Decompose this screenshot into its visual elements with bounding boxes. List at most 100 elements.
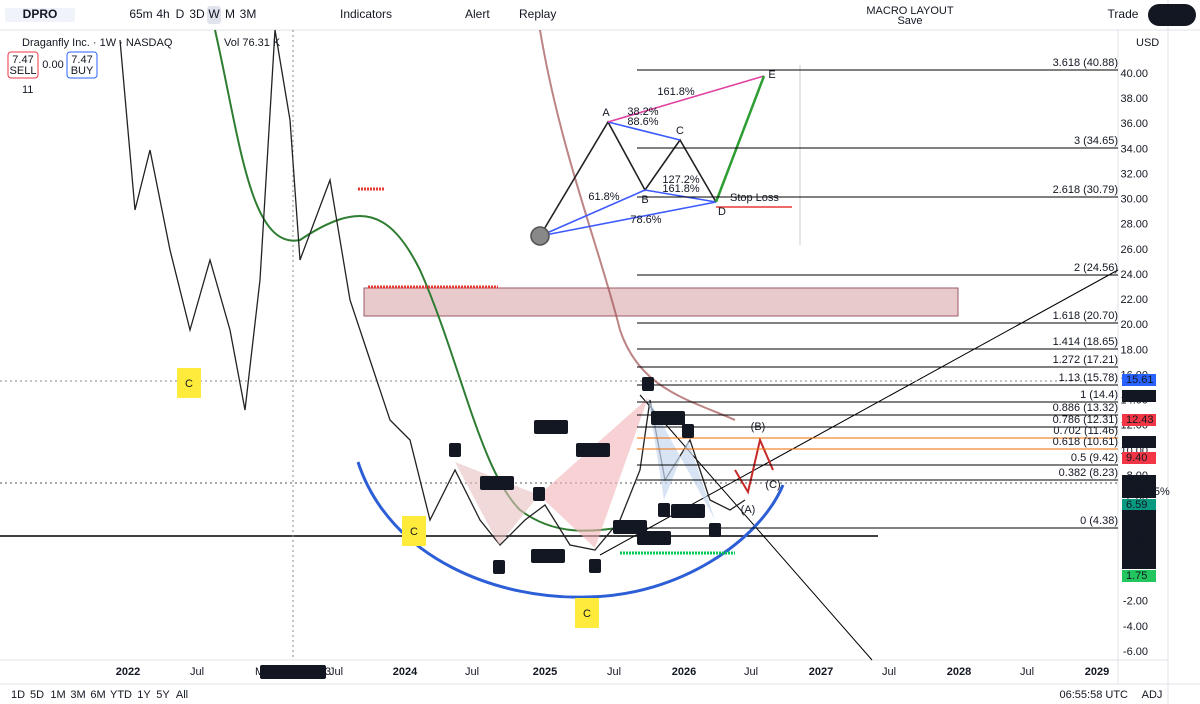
indicators-button[interactable]: Indicators: [340, 7, 392, 21]
indicator-count: 11: [22, 84, 33, 96]
layout-name[interactable]: MACRO LAYOUT: [866, 5, 953, 17]
time-label: 2029: [1085, 666, 1109, 678]
pattern-ratio-label: 0.787: [640, 532, 668, 544]
symbol-search-bg: [5, 8, 75, 22]
fib-label: 0.702 (11.46): [1053, 425, 1118, 437]
time-label: 2027: [809, 666, 833, 678]
sell-label: SELL: [10, 65, 37, 77]
pattern-ratio-label: 0.523: [483, 477, 511, 489]
interval[interactable]: 3D: [189, 7, 205, 21]
price-badge: 15.61: [1126, 374, 1154, 386]
fib-label: 1.272 (17.21): [1053, 354, 1118, 366]
pattern-point-label-bg: [642, 377, 654, 391]
fib-label: 1.618 (20.70): [1053, 310, 1118, 322]
replay-button[interactable]: Replay: [519, 7, 556, 21]
sell-price: 7.47: [12, 54, 33, 66]
price-badge-bg: [1122, 436, 1156, 448]
moving-average: [214, 29, 641, 532]
publish-bg: [1148, 4, 1196, 26]
fib-label: 0.886 (13.32): [1053, 402, 1118, 414]
interval[interactable]: 65m: [129, 7, 152, 21]
pattern-point-label: B: [660, 504, 667, 516]
price-tick-label: 22.00: [1120, 294, 1148, 306]
pattern-point-label-bg: [658, 503, 670, 517]
price-badge-bg: [1122, 414, 1156, 426]
interval[interactable]: M: [225, 7, 235, 21]
pattern-ratio: 127.2%: [662, 174, 700, 186]
range-button[interactable]: 1Y: [137, 689, 151, 701]
fib-label: 0 (4.38): [1080, 515, 1118, 527]
range-button[interactable]: 1M: [50, 689, 65, 701]
interval[interactable]: 3M: [240, 7, 257, 21]
pattern-ratio: 161.8%: [662, 183, 700, 195]
price-tick-label: 18.00: [1120, 344, 1148, 356]
time-label: 2024: [393, 666, 418, 678]
price-tick-label: -4.00: [1123, 621, 1148, 633]
symbol-search[interactable]: DPRO: [23, 7, 58, 21]
price-badge: 6.59: [1126, 499, 1147, 511]
range-button[interactable]: 5Y: [156, 689, 170, 701]
buy-box: [66, 51, 98, 79]
time-label: 2025: [533, 666, 557, 678]
adj-button[interactable]: ADJ: [1142, 689, 1163, 701]
wave-label: (A): [741, 504, 756, 516]
pattern-point: D: [718, 206, 726, 218]
interval[interactable]: D: [176, 7, 185, 21]
pattern-point: C: [676, 125, 684, 137]
fib-label: 2 (24.56): [1074, 262, 1118, 274]
alert-button[interactable]: Alert: [465, 7, 490, 21]
pattern-point-label: X: [591, 560, 599, 572]
time-label: Jul: [607, 666, 621, 678]
volume: Vol 76.31 K: [224, 37, 281, 49]
marker: C: [185, 378, 193, 390]
pattern-ratio-label: 1.366: [674, 505, 702, 517]
time-label: 2022: [116, 666, 140, 678]
currency: USD: [1136, 37, 1159, 49]
pattern-ratio: 161.8%: [657, 86, 695, 98]
price-badge: 10.62: [1126, 436, 1154, 448]
price-badge: 1.75: [1126, 570, 1147, 582]
price-tick-label: 24.00: [1120, 269, 1148, 281]
price-tick-label: 26.00: [1120, 244, 1148, 256]
pattern-ratio: 78.6%: [630, 214, 661, 226]
publish-button[interactable]: Publish: [1152, 7, 1191, 21]
pattern-ratio: 61.8%: [588, 191, 619, 203]
fib-label: 0.5 (9.42): [1071, 452, 1118, 464]
symbol-title: Draganfly Inc. · 1W · NASDAQ: [22, 37, 173, 49]
spread: 0.00: [42, 59, 63, 71]
pattern-ratio-label: 1.68: [540, 421, 561, 433]
pattern-ratio-label-bg: [531, 549, 565, 563]
pattern-point-label-bg: [589, 559, 601, 573]
fib-label: 1 (14.4): [1080, 389, 1118, 401]
price-tick-label: 34.00: [1120, 143, 1148, 155]
pattern-point: E: [768, 69, 775, 81]
pattern-point-label-bg: [449, 443, 461, 457]
pattern-point-label-bg: [709, 523, 721, 537]
wave-label: (C): [765, 479, 780, 491]
price-badge-bg: [1122, 570, 1156, 582]
range-button[interactable]: 5D: [30, 689, 44, 701]
range-button[interactable]: YTD: [110, 689, 132, 701]
price-badge: 4.36: [1126, 534, 1147, 546]
price-tick-label: 30.00: [1120, 194, 1148, 206]
pattern-ratio-label-bg: [637, 531, 671, 545]
pattern-ratio-label-bg: [576, 443, 610, 457]
trade-button[interactable]: Trade: [1108, 7, 1139, 21]
range-button[interactable]: 3M: [70, 689, 85, 701]
pattern-point-label: C: [684, 425, 692, 437]
fib-label: 3.618 (40.88): [1053, 57, 1118, 69]
price-badge: 12.43: [1126, 414, 1154, 426]
top-toolbar: [0, 0, 1200, 30]
price-badge: 3.24: [1126, 557, 1147, 569]
price-badge-bg: [1122, 534, 1156, 546]
range-button[interactable]: 1D: [11, 689, 25, 701]
range-button[interactable]: 6M: [90, 689, 105, 701]
price-badge-bg: [1122, 499, 1156, 511]
range-button[interactable]: All: [176, 689, 188, 701]
price-tick-label: 20.00: [1120, 319, 1148, 331]
pattern-ratio-label-bg: [534, 420, 568, 434]
sell-box: [7, 51, 39, 79]
interval[interactable]: 4h: [156, 7, 169, 21]
interval[interactable]: W: [208, 7, 220, 21]
